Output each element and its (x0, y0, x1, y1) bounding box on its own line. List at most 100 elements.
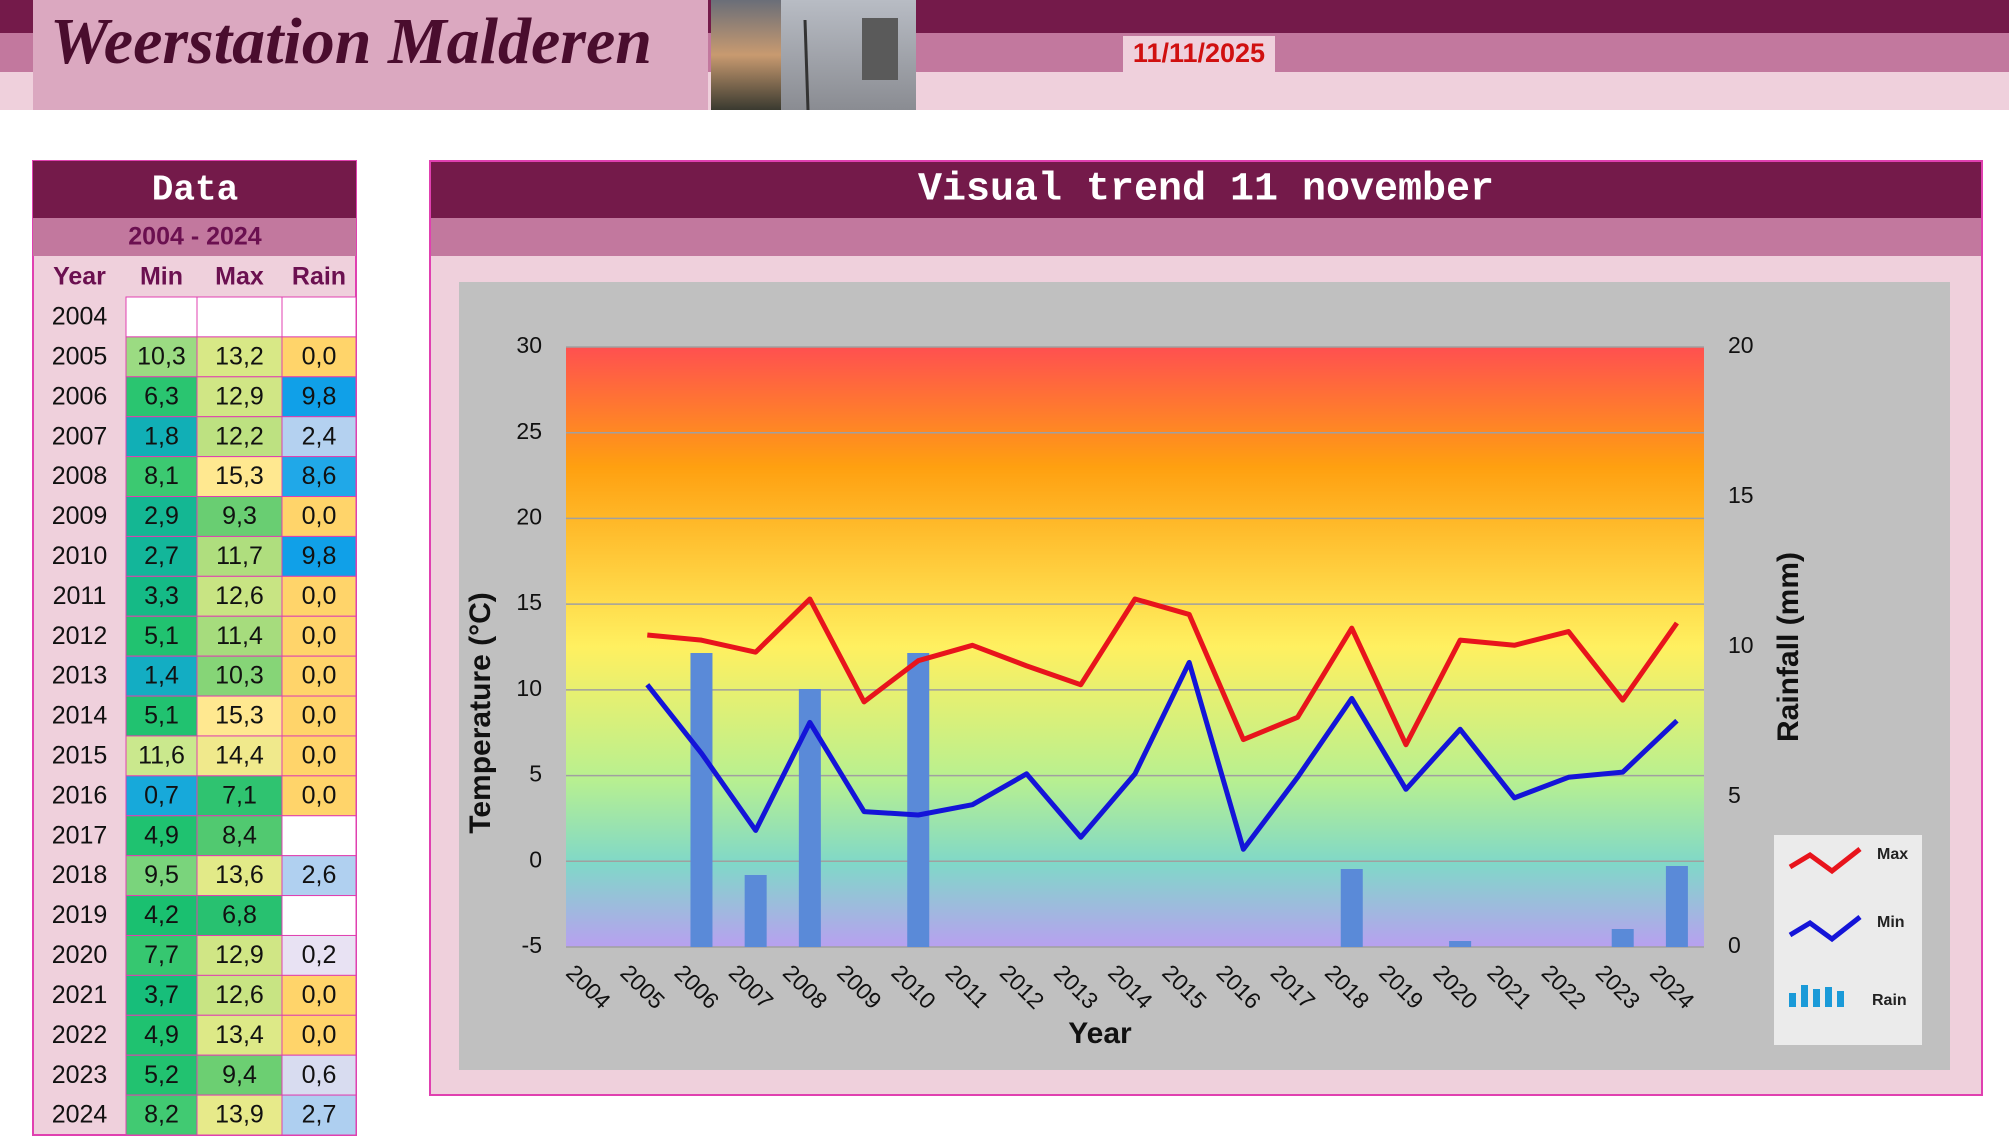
legend-label: Rain (1872, 992, 1907, 1009)
photo (711, 0, 781, 110)
legend-icon (1801, 985, 1808, 1007)
legend-icon (1813, 989, 1820, 1007)
table-cell (125, 815, 198, 857)
cell-value: 4,9 (144, 1021, 179, 1049)
site-title: Weerstation Malderen (50, 5, 652, 78)
y2-tick-label: 10 (1728, 632, 1754, 658)
row-year: 2008 (52, 462, 108, 490)
table-cell (281, 815, 357, 857)
cell-value: 13,6 (215, 861, 264, 889)
table-cell (196, 1014, 283, 1056)
chart-title: Visual trend 11 november (918, 168, 1494, 213)
cell-value: 9,3 (222, 502, 257, 530)
row-year: 2005 (52, 342, 108, 370)
legend-icon (1837, 991, 1844, 1007)
table-cell (196, 416, 283, 458)
rain-bar (690, 653, 713, 947)
x-axis-title: Year (1068, 1017, 1132, 1050)
table-cell (125, 735, 198, 777)
legend-icon (1825, 987, 1832, 1007)
row-year: 2019 (52, 901, 108, 929)
row-year: 2006 (52, 382, 108, 410)
table-cell (196, 296, 283, 338)
cell-value: 9,5 (144, 861, 179, 889)
y-tick-label: 0 (529, 846, 542, 872)
cell-value: 8,6 (302, 462, 337, 490)
cell-value: 1,8 (144, 422, 179, 450)
y2-tick-label: 0 (1728, 932, 1741, 958)
row-year: 2020 (52, 941, 108, 969)
legend-label: Min (1877, 914, 1905, 931)
y-tick-label: 25 (516, 418, 542, 444)
cell-value: 13,2 (215, 342, 264, 370)
cell-value: 0,0 (302, 342, 337, 370)
rain-bar (1665, 866, 1688, 947)
row-year: 2009 (52, 502, 108, 530)
cell-value: 5,1 (144, 622, 179, 650)
cell-value: 1,4 (144, 662, 179, 690)
table-cell (281, 855, 357, 897)
cell-value: 2,9 (144, 502, 179, 530)
title-box (33, 0, 708, 110)
row-year: 2013 (52, 662, 108, 690)
cell-value: 0,0 (302, 981, 337, 1009)
table-cell (125, 1094, 198, 1136)
cell-value: 15,3 (215, 702, 264, 730)
table-cell (281, 775, 357, 817)
row-year: 2022 (52, 1021, 108, 1049)
y-tick-label: 15 (516, 589, 542, 615)
chart-subband (431, 218, 1981, 256)
table-cell (281, 735, 357, 777)
date-box (1123, 36, 1275, 72)
cell-value: 13,4 (215, 1021, 264, 1049)
table-cell (281, 336, 357, 378)
cell-value: 5,1 (144, 702, 179, 730)
y2-axis-title: Rainfall (mm) (1772, 552, 1805, 742)
rain-bar (798, 689, 821, 947)
table-cell (125, 974, 198, 1016)
table-cell (125, 416, 198, 458)
y-tick-label: 30 (516, 332, 542, 358)
cell-value: 0,0 (302, 622, 337, 650)
row-year: 2016 (52, 781, 108, 809)
cell-value: 12,2 (215, 422, 264, 450)
cell-value: 12,9 (215, 382, 264, 410)
y-tick-label: 10 (516, 675, 542, 701)
cell-value: 3,7 (144, 981, 179, 1009)
cell-value: 2,6 (302, 861, 337, 889)
table-cell (125, 535, 198, 577)
legend-label: Max (1877, 846, 1908, 863)
row-year: 2018 (52, 861, 108, 889)
cell-value: 3,3 (144, 582, 179, 610)
row-year: 2021 (52, 981, 108, 1009)
table-cell (196, 1054, 283, 1096)
table-cell (281, 1054, 357, 1096)
cell-value: 0,0 (302, 781, 337, 809)
series-line (645, 659, 1679, 852)
photo (781, 0, 843, 110)
cell-value: 5,2 (144, 1061, 179, 1089)
cell-value: 13,9 (215, 1101, 264, 1129)
table-cell (125, 296, 198, 338)
cell-value: 0,0 (302, 742, 337, 770)
table-cell (281, 496, 357, 537)
table-cell (281, 615, 357, 657)
y2-tick-label: 5 (1728, 782, 1741, 808)
cell-value: 0,2 (302, 941, 337, 969)
rain-bar (1449, 941, 1472, 947)
table-cell (196, 1094, 283, 1136)
table-cell (281, 695, 357, 737)
table-period-band (33, 218, 356, 256)
table-cell (196, 735, 283, 777)
photo-detail (862, 18, 898, 80)
table-cell (125, 1054, 198, 1096)
table-cell (125, 775, 198, 817)
cell-value: 11,7 (216, 542, 263, 570)
cell-value: 10,3 (137, 342, 186, 370)
table-cell (196, 815, 283, 857)
cell-value: 12,6 (215, 582, 264, 610)
cell-value: 0,0 (302, 702, 337, 730)
row-year: 2023 (52, 1061, 108, 1089)
table-cell (125, 615, 198, 657)
